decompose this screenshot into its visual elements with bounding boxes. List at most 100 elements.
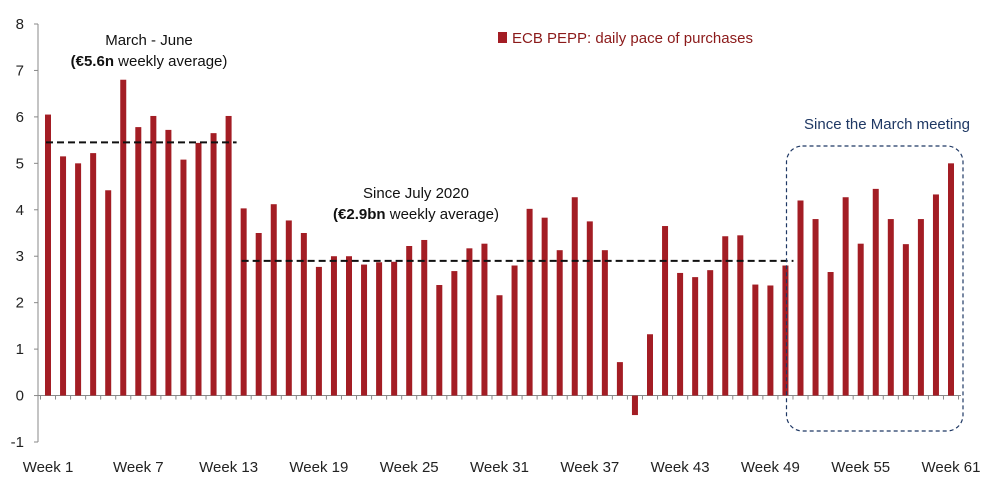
annotation-march-june: March - June (€5.6n weekly average) bbox=[71, 32, 228, 70]
bar bbox=[842, 197, 849, 396]
bar bbox=[782, 265, 789, 396]
x-tick-label: Week 7 bbox=[113, 459, 164, 476]
bar bbox=[60, 156, 67, 396]
bar bbox=[481, 243, 488, 396]
bar bbox=[948, 163, 954, 396]
y-tick-label: 5 bbox=[16, 155, 24, 172]
bar bbox=[120, 79, 127, 396]
x-tick-label: Week 61 bbox=[922, 459, 981, 476]
bar bbox=[135, 127, 142, 396]
bar bbox=[436, 285, 443, 396]
bar bbox=[225, 115, 232, 396]
bar bbox=[270, 204, 277, 396]
bar bbox=[330, 256, 337, 396]
bar bbox=[722, 236, 729, 396]
bar bbox=[255, 233, 262, 396]
bar bbox=[902, 244, 909, 396]
bar bbox=[737, 235, 744, 396]
bar bbox=[165, 129, 172, 396]
bar bbox=[887, 219, 894, 396]
bar bbox=[631, 395, 638, 416]
bar bbox=[511, 265, 518, 396]
bar bbox=[571, 197, 578, 396]
bar bbox=[240, 208, 247, 396]
bar bbox=[932, 194, 939, 396]
bar bbox=[752, 284, 759, 396]
bar bbox=[812, 219, 819, 396]
annotation-since-july-average-value: (€2.9bn bbox=[333, 206, 386, 223]
y-tick-label: 7 bbox=[16, 62, 24, 79]
bar bbox=[526, 208, 533, 396]
bar bbox=[767, 285, 774, 396]
x-tick-label: Week 13 bbox=[199, 459, 258, 476]
x-tick-label: Week 43 bbox=[651, 459, 710, 476]
highlight-box bbox=[785, 145, 964, 432]
bar bbox=[692, 277, 699, 396]
bar bbox=[391, 261, 398, 396]
annotation-since-july-average: (€2.9bn weekly average) bbox=[333, 206, 499, 223]
annotation-march-june-average-label: weekly average) bbox=[114, 53, 227, 70]
annotation-march-june-average-value: (€5.6n bbox=[71, 53, 114, 70]
bar bbox=[466, 248, 473, 396]
bar bbox=[677, 272, 684, 396]
y-tick-label: 6 bbox=[16, 109, 24, 126]
annotation-march-june-average: (€5.6n weekly average) bbox=[71, 53, 228, 70]
legend-label: ECB PEPP: daily pace of purchases bbox=[512, 30, 753, 47]
bar bbox=[857, 243, 864, 396]
bar bbox=[90, 153, 97, 396]
bar bbox=[406, 246, 413, 396]
bar bbox=[45, 114, 51, 396]
annotation-since-july: Since July 2020 (€2.9bn weekly average) bbox=[333, 185, 499, 223]
bar bbox=[797, 200, 804, 396]
annotation-since-july-title: Since July 2020 bbox=[363, 185, 469, 202]
y-tick-label: 3 bbox=[16, 248, 24, 265]
y-tick-label: 8 bbox=[16, 16, 24, 33]
bar bbox=[315, 266, 322, 396]
bar bbox=[361, 264, 368, 396]
bar bbox=[75, 163, 82, 396]
bar bbox=[556, 250, 563, 396]
x-tick-label: Week 31 bbox=[470, 459, 529, 476]
bar bbox=[180, 159, 187, 396]
bar bbox=[210, 133, 217, 396]
x-tick-label: Week 49 bbox=[741, 459, 800, 476]
bar bbox=[346, 256, 352, 396]
bar bbox=[105, 190, 112, 396]
x-tick-label: Week 55 bbox=[831, 459, 890, 476]
bar bbox=[285, 220, 292, 396]
bar bbox=[150, 115, 157, 396]
bar bbox=[662, 226, 669, 396]
legend: ECB PEPP: daily pace of purchases bbox=[498, 30, 753, 47]
bar bbox=[707, 270, 714, 396]
bar bbox=[827, 272, 834, 396]
bars bbox=[45, 79, 954, 416]
x-tick-label: Week 19 bbox=[289, 459, 348, 476]
x-axis: Week 1 Week 7 Week 13 Week 19 Week 25 Week 31… bbox=[23, 395, 981, 476]
annotation-since-march-meeting: Since the March meeting bbox=[804, 116, 970, 133]
y-tick-label: 0 bbox=[16, 388, 24, 405]
bar bbox=[541, 217, 548, 396]
legend-swatch bbox=[498, 32, 507, 43]
bar bbox=[376, 262, 383, 396]
x-tick-label: Week 1 bbox=[23, 459, 74, 476]
bar bbox=[195, 142, 202, 396]
bar bbox=[496, 295, 503, 396]
y-tick-label: 1 bbox=[16, 341, 24, 358]
bar bbox=[917, 219, 924, 396]
bar bbox=[616, 362, 623, 396]
bar bbox=[601, 250, 608, 396]
bar bbox=[586, 221, 593, 396]
bar bbox=[451, 271, 458, 396]
x-tick-label: Week 37 bbox=[560, 459, 619, 476]
bar bbox=[421, 239, 428, 396]
x-tick-label: Week 25 bbox=[380, 459, 439, 476]
y-tick-label: -1 bbox=[11, 434, 24, 451]
y-tick-label: 4 bbox=[16, 202, 24, 219]
y-axis: -1 0 1 2 3 4 5 6 7 8 bbox=[11, 16, 39, 451]
annotation-since-july-average-label: weekly average) bbox=[386, 206, 499, 223]
highlight-region bbox=[785, 145, 964, 432]
bar bbox=[872, 188, 879, 396]
bar bbox=[647, 334, 653, 396]
bar bbox=[300, 233, 307, 396]
